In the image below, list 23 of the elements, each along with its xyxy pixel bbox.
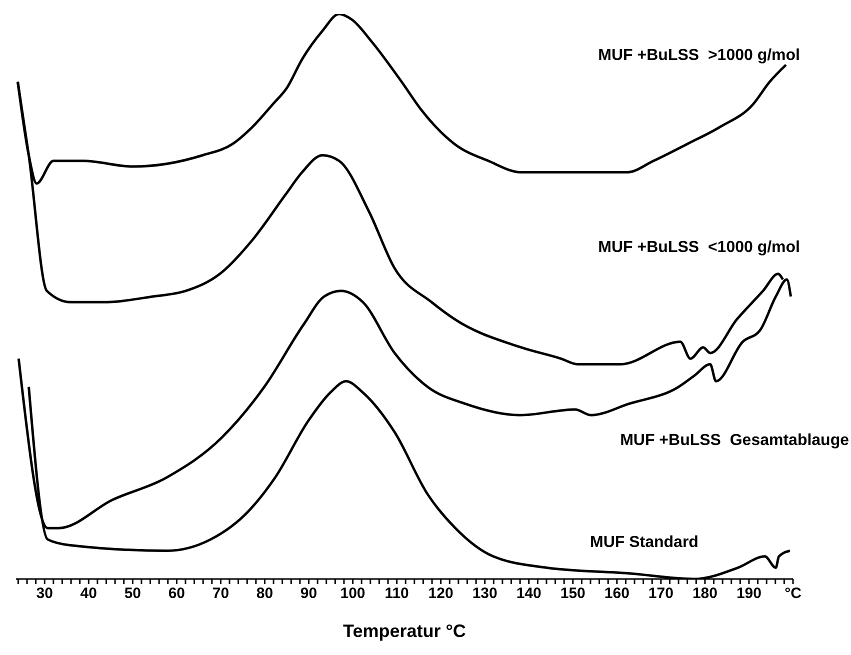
x-tick-label: 170 bbox=[648, 585, 674, 602]
x-tick-label: 190 bbox=[736, 585, 762, 602]
x-tick-label: 150 bbox=[560, 585, 586, 602]
x-tick-label: 60 bbox=[168, 585, 186, 602]
x-axis-title: Temperatur °C bbox=[343, 621, 466, 641]
series-label: MUF +BuLSS >1000 g/mol bbox=[598, 47, 800, 64]
x-tick-label: 110 bbox=[384, 585, 409, 602]
x-tick-label: 160 bbox=[604, 585, 630, 602]
x-tick-label: 180 bbox=[692, 585, 718, 602]
x-tick-label: 90 bbox=[300, 585, 318, 602]
x-tick-label: 140 bbox=[516, 585, 542, 602]
x-tick-label: 130 bbox=[472, 585, 498, 602]
series-label: MUF +BuLSS Gesamtablauge bbox=[620, 432, 850, 449]
x-tick-label: 40 bbox=[80, 585, 97, 602]
x-tick-label: 70 bbox=[212, 585, 230, 602]
series-label: MUF +BuLSS <1000 g/mol bbox=[598, 239, 800, 256]
x-tick-label: 30 bbox=[36, 585, 53, 602]
x-tick-label: °C bbox=[784, 585, 802, 602]
x-tick-label: 80 bbox=[256, 585, 274, 602]
x-tick-label: 120 bbox=[428, 585, 454, 602]
x-tick-label: 50 bbox=[124, 585, 142, 602]
series-label: MUF Standard bbox=[590, 534, 698, 551]
x-tick-label: 100 bbox=[340, 585, 366, 602]
